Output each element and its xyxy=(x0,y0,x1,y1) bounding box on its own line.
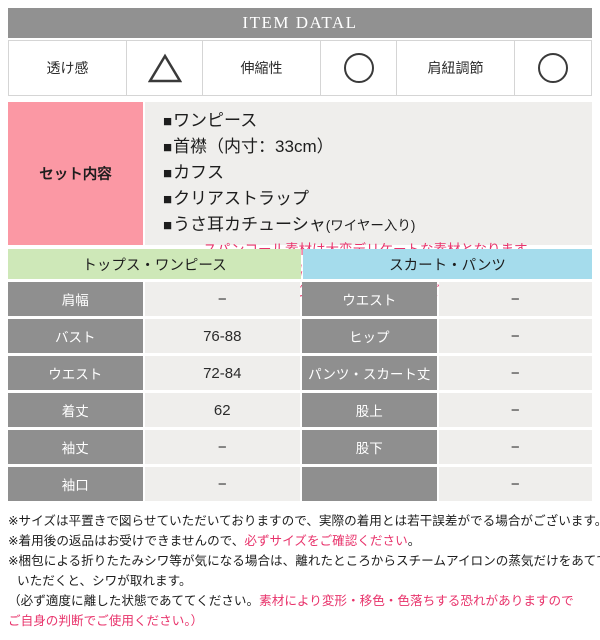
attribute-label-sheerness: 透け感 xyxy=(9,41,127,95)
table-row: 袖丈 − 股下 − xyxy=(8,430,592,464)
measurement-table-header: トップス・ワンピース スカート・パンツ xyxy=(8,249,592,279)
section-header-tops: トップス・ワンピース xyxy=(8,249,301,279)
set-item: ■首襟（内寸：33cm） xyxy=(163,134,418,160)
row-value-right: − xyxy=(438,282,592,316)
set-item-subtext: (ワイヤー入り) xyxy=(325,218,416,233)
attribute-label-strap-adjust: 肩紐調節 xyxy=(397,41,515,95)
row-value-left: − xyxy=(144,430,300,464)
row-label-right: ヒップ xyxy=(302,319,437,353)
set-contents-block: セット内容 ■ワンピース ■首襟（内寸：33cm） ■カフス ■クリアストラップ… xyxy=(8,102,592,299)
row-label-right: 股上 xyxy=(302,393,437,427)
circle-mark-icon xyxy=(343,53,374,83)
attribute-value-stretch xyxy=(321,41,397,95)
footer-line-2-text: ※着用後の返品はお受けできませんので、 xyxy=(8,534,245,548)
bullet-square-icon: ■ xyxy=(163,165,173,182)
set-item-text: 首襟（内寸：33cm） xyxy=(173,137,334,156)
section-header-bottoms: スカート・パンツ xyxy=(303,249,592,279)
row-value-left: 72-84 xyxy=(144,356,300,390)
attribute-value-sheerness xyxy=(127,41,203,95)
footer-line-2: ※着用後の返品はお受けできませんので、必ずサイズをご確認ください。 xyxy=(8,531,596,551)
set-contents-column-right: ■カフス ■クリアストラップ xyxy=(163,160,378,212)
row-label-right: パンツ・スカート丈 xyxy=(302,356,437,390)
table-row: 着丈 62 股上 − xyxy=(8,393,592,427)
bullet-square-icon: ■ xyxy=(163,113,173,130)
row-label-left: バスト xyxy=(8,319,143,353)
attribute-value-strap-adjust xyxy=(515,41,591,95)
footer-line-3: ※梱包による折りたたみシワ等が気になる場合は、離れたところからスチームアイロンの… xyxy=(8,554,600,568)
footer-line-1: ※サイズは平置きで図らせていただいておりますので、実際の着用とは若干誤差がでる場… xyxy=(8,514,600,528)
set-contents-body: ■ワンピース ■首襟（内寸：33cm） ■カフス ■クリアストラップ ■うさ耳カ… xyxy=(145,102,592,299)
row-label-right: ウエスト xyxy=(302,282,437,316)
set-contents-column-full: ■うさ耳カチューシャ(ワイヤー入り) xyxy=(163,212,584,238)
row-value-left: 62 xyxy=(144,393,300,427)
table-row: 肩幅 − ウエスト − xyxy=(8,282,592,316)
row-value-left: 76-88 xyxy=(144,319,300,353)
row-value-left: − xyxy=(144,467,300,501)
footer-line-5-highlight: 素材により変形・移色・色落ちする恐れがありますので xyxy=(259,594,574,608)
row-label-left: ウエスト xyxy=(8,356,143,390)
set-item: ■カフス xyxy=(163,160,378,186)
set-contents-items: ■ワンピース ■首襟（内寸：33cm） ■カフス ■クリアストラップ ■うさ耳カ… xyxy=(163,108,584,238)
footer-line-2-tail: 。 xyxy=(407,534,421,548)
attribute-label-stretch: 伸縮性 xyxy=(203,41,321,95)
bullet-square-icon: ■ xyxy=(163,139,173,156)
page-title: ITEM DATAL xyxy=(8,8,592,38)
set-contents-column-left: ■ワンピース ■首襟（内寸：33cm） xyxy=(163,108,418,160)
row-value-right: − xyxy=(438,356,592,390)
set-item-text: カフス xyxy=(173,163,225,182)
row-value-right: − xyxy=(438,393,592,427)
set-item: ■うさ耳カチューシャ(ワイヤー入り) xyxy=(163,212,584,238)
footer-line-4: いただくと、シワが取れます。 xyxy=(17,574,192,588)
row-label-left: 肩幅 xyxy=(8,282,143,316)
bullet-square-icon: ■ xyxy=(163,217,173,234)
measurement-table: トップス・ワンピース スカート・パンツ 肩幅 − ウエスト − バスト 76-8… xyxy=(8,249,592,504)
set-item: ■クリアストラップ xyxy=(163,186,378,212)
footer-notes: ※サイズは平置きで図らせていただいておりますので、実際の着用とは若干誤差がでる場… xyxy=(8,511,600,631)
row-label-left: 着丈 xyxy=(8,393,143,427)
table-row: ウエスト 72-84 パンツ・スカート丈 − xyxy=(8,356,592,390)
set-item: ■ワンピース xyxy=(163,108,418,134)
row-value-left: − xyxy=(144,282,300,316)
set-item-text: クリアストラップ xyxy=(173,189,310,208)
table-row: バスト 76-88 ヒップ − xyxy=(8,319,592,353)
row-label-left: 袖口 xyxy=(8,467,143,501)
circle-mark-icon xyxy=(538,53,568,83)
footer-line-6: ご自身の判断でご使用ください。） xyxy=(8,614,204,628)
row-value-right: − xyxy=(438,319,592,353)
table-row: 袖口 − − xyxy=(8,467,592,501)
footer-line-2-highlight: 必ずサイズをご確認ください xyxy=(244,534,408,548)
set-item-text: うさ耳カチューシャ xyxy=(173,215,326,234)
footer-line-5-text: （必ず適度に離した状態であててください。 xyxy=(8,594,260,608)
bullet-square-icon: ■ xyxy=(163,191,173,208)
attribute-row: 透け感 伸縮性 肩紐調節 xyxy=(8,40,592,96)
set-contents-label: セット内容 xyxy=(8,102,143,245)
row-label-right xyxy=(302,467,437,501)
set-item-text: ワンピース xyxy=(173,111,258,130)
row-value-right: − xyxy=(438,430,592,464)
row-label-right: 股下 xyxy=(302,430,437,464)
triangle-mark-icon xyxy=(147,53,182,83)
row-value-right: − xyxy=(438,467,592,501)
row-label-left: 袖丈 xyxy=(8,430,143,464)
footer-line-5: （必ず適度に離した状態であててください。素材により変形・移色・色落ちする恐れがあ… xyxy=(8,591,596,611)
